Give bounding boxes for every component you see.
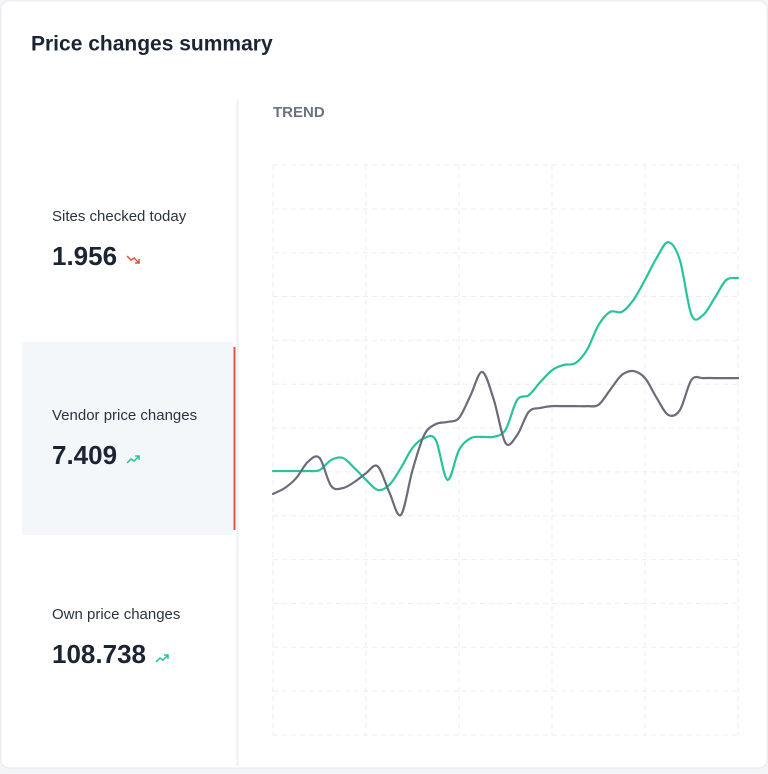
- metric-item[interactable]: Vendor price changes 7.409: [22, 342, 236, 535]
- chart-title: TREND: [273, 104, 325, 121]
- card-title: Price changes summary: [31, 33, 273, 56]
- metric-value: 1.956: [52, 241, 117, 271]
- metric-value: 108.738: [52, 639, 146, 669]
- metric-item[interactable]: Own price changes 108.738: [52, 606, 180, 669]
- metric-item[interactable]: Sites checked today 1.956: [52, 208, 187, 271]
- metric-label: Vendor price changes: [52, 407, 197, 424]
- metric-highlight: [22, 342, 233, 535]
- trend-icon: [126, 255, 140, 264]
- metrics-list: Sites checked today 1.956 Vendor price cha…: [22, 208, 236, 669]
- metric-label: Own price changes: [52, 606, 180, 623]
- trend-line: [271, 369, 740, 517]
- trend-icon: [126, 455, 140, 464]
- metric-label: Sites checked today: [52, 208, 187, 225]
- trend-line: [271, 241, 740, 492]
- trend-chart: [271, 164, 740, 736]
- metric-value: 7.409: [52, 440, 117, 470]
- trend-arrowhead: [163, 654, 169, 659]
- trend-arrowhead: [135, 455, 140, 460]
- trend-icon: [155, 654, 169, 663]
- trend-arrowhead: [135, 259, 140, 264]
